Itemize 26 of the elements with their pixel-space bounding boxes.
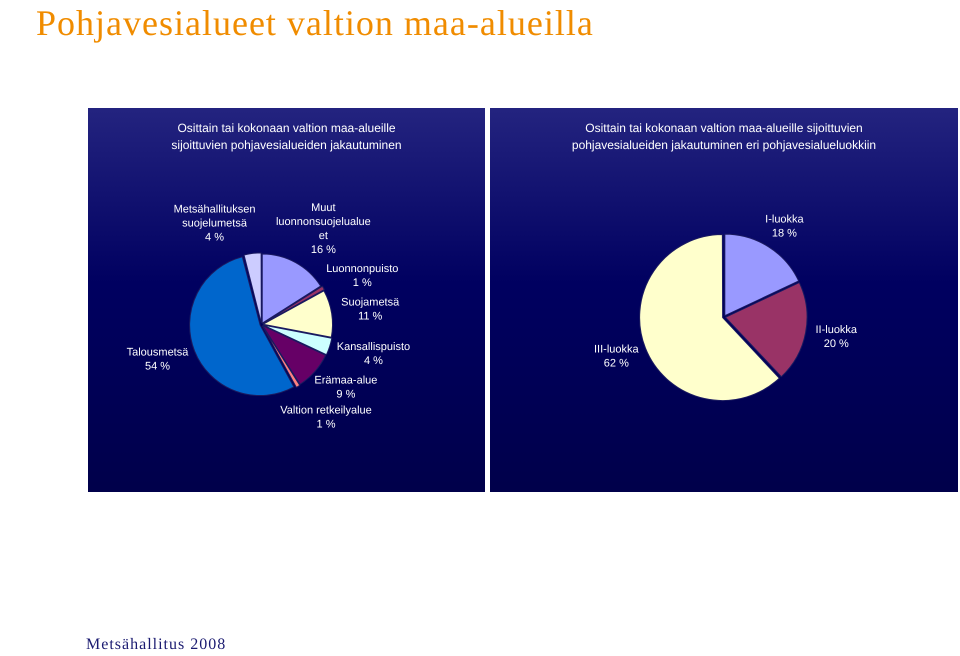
data-label: 11 % (358, 310, 383, 323)
slice-label: Talousmetsä (126, 346, 190, 359)
data-label: 62 % (604, 358, 630, 370)
slice-label: II-luokka (815, 324, 858, 336)
slice-label: Muut luonnonsuojelualueet (276, 202, 371, 242)
slice-label: Metsähallituksen suojelumetsä (174, 203, 256, 230)
slice-label: I-luokka (765, 213, 805, 226)
text: Metsähallitus 2008 (86, 636, 226, 654)
data-label: 16 % (310, 244, 336, 256)
data-label: 9 % (336, 388, 356, 400)
data-label: 1 % (352, 277, 372, 290)
data-label: 4 % (364, 354, 384, 367)
data-label: 54 % (144, 360, 170, 373)
slice-label: Kansallispuisto (336, 340, 410, 353)
data-label: 18 % (772, 227, 798, 240)
slice-label: Suojametsä (341, 296, 400, 309)
data-label: 20 % (824, 338, 850, 350)
chart-title: Osittain tai kokonaan valtion maa-alueille sijoittuvien pohjavesialueiden jakautuminen (170, 120, 403, 154)
slice-label: Valtion retkeilyalue (280, 404, 372, 416)
data-label: 1 % (316, 418, 336, 430)
slice-label: Erämaa-alue (314, 374, 378, 386)
data-label: 4 % (205, 231, 224, 244)
slice-label: Luonnonpuisto (326, 263, 398, 276)
text: Pohjavesialueet valtion maa-alueilla (36, 2, 594, 44)
chart-title: Osittain tai kokonaan valtion maa-alueille sijoittuvien pohjavesialueiden jakautuminen eri pohjavesialueluokkiin (570, 120, 878, 154)
slice-label: III-luokka (594, 344, 640, 356)
